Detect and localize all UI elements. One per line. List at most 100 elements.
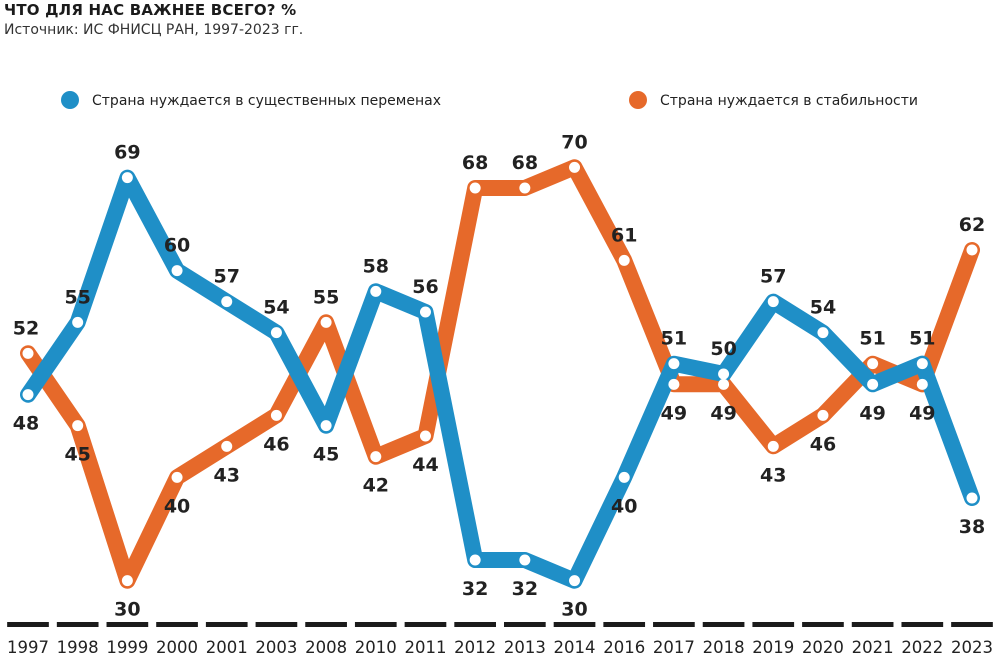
- legend-label-stability: Страна нуждается в стабильности: [660, 93, 918, 109]
- x-axis-segment: [603, 622, 646, 627]
- data-point-stability: [867, 358, 879, 370]
- data-label-changes: 48: [13, 413, 39, 435]
- data-label-changes: 51: [909, 328, 935, 350]
- x-tick-label: 2014: [554, 638, 596, 657]
- series-line-stability: [20, 159, 980, 589]
- x-axis-segment: [653, 622, 695, 627]
- x-axis-segment: [553, 622, 596, 627]
- data-point-changes: [618, 471, 630, 483]
- data-point-changes: [370, 285, 382, 297]
- x-axis-segment: [205, 622, 248, 627]
- data-label-stability: 44: [412, 454, 438, 476]
- x-axis-segment: [851, 622, 894, 627]
- data-point-stability: [668, 378, 680, 390]
- x-axis: 1997 1998 1999 2000 2001 2003 2008 2010 2011 2012…: [7, 622, 993, 657]
- x-tick-label: 2001: [206, 638, 248, 657]
- data-label-stability: 30: [114, 599, 140, 621]
- data-label-changes: 57: [760, 266, 786, 288]
- data-label-changes: 60: [164, 235, 190, 257]
- data-point-stability: [916, 378, 928, 390]
- data-label-stability: 55: [313, 286, 339, 308]
- data-label-changes: 32: [512, 578, 538, 600]
- x-axis-segment: [404, 622, 447, 627]
- data-point-stability: [320, 316, 332, 328]
- data-point-stability: [22, 347, 34, 359]
- data-point-stability: [469, 182, 481, 194]
- data-point-changes: [72, 316, 84, 328]
- data-label-stability: 70: [561, 131, 587, 153]
- x-axis-segment: [56, 622, 99, 627]
- data-point-changes: [966, 492, 978, 504]
- data-label-stability: 45: [64, 444, 90, 466]
- data-label-changes: 55: [64, 286, 90, 308]
- data-point-changes: [569, 575, 581, 587]
- data-point-changes: [469, 554, 481, 566]
- data-point-changes: [718, 368, 730, 380]
- data-label-changes: 40: [611, 495, 637, 517]
- data-label-changes: 69: [114, 142, 140, 164]
- data-point-stability: [121, 575, 133, 587]
- data-label-changes: 51: [661, 328, 687, 350]
- data-label-changes: 58: [363, 255, 389, 277]
- legend-marker-stability: [629, 91, 647, 109]
- data-point-changes: [767, 296, 779, 308]
- data-label-changes: 32: [462, 578, 488, 600]
- data-label-stability: 43: [214, 464, 240, 486]
- data-label-stability: 49: [909, 402, 935, 424]
- data-label-stability: 42: [363, 475, 389, 497]
- data-label-changes: 45: [313, 444, 339, 466]
- data-label-stability: 43: [760, 464, 786, 486]
- legend-label-changes: Страна нуждается в существенных перемена…: [92, 93, 441, 109]
- data-point-stability: [718, 378, 730, 390]
- data-point-stability: [171, 471, 183, 483]
- x-tick-label: 2010: [355, 638, 397, 657]
- x-tick-label: 2008: [305, 638, 347, 657]
- x-axis-segment: [7, 622, 49, 627]
- data-label-stability: 46: [263, 433, 289, 455]
- data-label-stability: 40: [164, 495, 190, 517]
- x-tick-label: 2023: [951, 638, 993, 657]
- data-label-changes: 54: [263, 297, 289, 319]
- data-point-stability: [569, 161, 581, 173]
- data-label-changes: 30: [561, 599, 587, 621]
- data-point-changes: [817, 327, 829, 339]
- data-label-stability: 68: [512, 152, 538, 174]
- x-axis-segment: [454, 622, 496, 627]
- data-point-stability: [419, 430, 431, 442]
- x-axis-segment: [354, 622, 397, 627]
- x-axis-segment: [305, 622, 347, 627]
- x-axis-segment: [951, 622, 993, 627]
- data-point-changes: [867, 378, 879, 390]
- plot-area: 48 52 55 45 69 30 60 40 57 43 54 46 45 55 58 42 56 44 32 68…: [13, 131, 985, 620]
- data-point-changes: [22, 389, 34, 401]
- x-tick-label: 1999: [106, 638, 148, 657]
- data-point-stability: [817, 409, 829, 421]
- data-point-stability: [618, 254, 630, 266]
- legend-marker-changes: [61, 91, 79, 109]
- chart-title: ЧТО ДЛЯ НАС ВАЖНЕЕ ВСЕГО? %: [4, 1, 297, 19]
- data-point-stability: [221, 440, 233, 452]
- data-label-changes: 56: [412, 276, 438, 298]
- data-point-changes: [668, 358, 680, 370]
- data-point-stability: [270, 409, 282, 421]
- x-tick-label: 2012: [454, 638, 496, 657]
- x-tick-label: 2018: [703, 638, 745, 657]
- data-point-stability: [72, 420, 84, 432]
- x-axis-segment: [504, 622, 546, 627]
- x-axis-segment: [255, 622, 298, 627]
- x-tick-label: 2016: [603, 638, 645, 657]
- x-tick-label: 2013: [504, 638, 546, 657]
- data-point-stability: [370, 451, 382, 463]
- data-label-changes: 54: [810, 297, 836, 319]
- data-label-stability: 49: [710, 402, 736, 424]
- data-label-changes: 57: [214, 266, 240, 288]
- data-point-changes: [320, 420, 332, 432]
- x-axis-segment: [901, 622, 944, 627]
- chart-subtitle: Источник: ИС ФНИСЦ РАН, 1997-2023 гг.: [4, 22, 304, 38]
- x-axis-segment: [702, 622, 745, 627]
- x-tick-label: 2017: [653, 638, 695, 657]
- x-tick-label: 1998: [57, 638, 99, 657]
- data-point-changes: [419, 306, 431, 318]
- x-axis-segment: [802, 622, 844, 627]
